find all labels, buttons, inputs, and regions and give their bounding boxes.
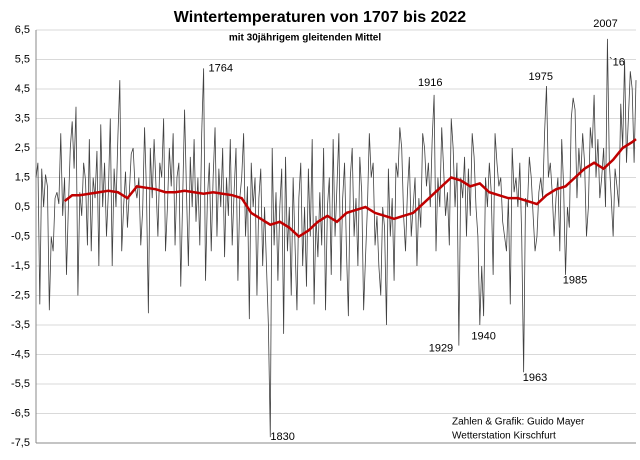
annotation: `16: [609, 56, 625, 68]
y-tick-label: -7,5: [11, 437, 30, 449]
y-tick-label: -6,5: [11, 407, 30, 419]
annotation: 1975: [529, 71, 553, 83]
y-tick-label: 1,5: [15, 171, 30, 183]
y-tick-label: -3,5: [11, 319, 30, 331]
y-tick-label: -5,5: [11, 378, 30, 390]
y-tick-label: -4,5: [11, 348, 30, 360]
credit: Zahlen & Grafik: Guido Mayer: [452, 417, 585, 428]
annotation: 1916: [418, 77, 442, 89]
line-series: [35, 38, 637, 438]
y-tick-label: -1,5: [11, 260, 30, 272]
y-tick-label: 0,5: [15, 201, 30, 213]
annotation: 1929: [429, 343, 453, 355]
chart-title: Wintertemperaturen von 1707 bis 2022: [174, 9, 467, 26]
annotation: 1963: [523, 372, 547, 384]
credit: Wetterstation Kirschfurt: [452, 431, 556, 442]
annotation: 1830: [270, 431, 294, 443]
line-series: [63, 138, 637, 239]
y-tick-label: 5,5: [15, 53, 30, 65]
y-tick-label: -2,5: [11, 289, 30, 301]
y-tick-label: 2,5: [15, 142, 30, 154]
y-tick-label: 3,5: [15, 112, 30, 124]
annotation: 1764: [209, 62, 233, 74]
y-tick-label: -0,5: [11, 230, 30, 242]
annotation: 1940: [471, 331, 495, 343]
annotation: 2007: [593, 18, 617, 30]
chart-subtitle: mit 30jährigem gleitenden Mittel: [229, 33, 381, 44]
annotation: 1985: [563, 275, 587, 287]
y-tick-label: 4,5: [15, 83, 30, 95]
y-tick-label: 6,5: [15, 24, 30, 36]
